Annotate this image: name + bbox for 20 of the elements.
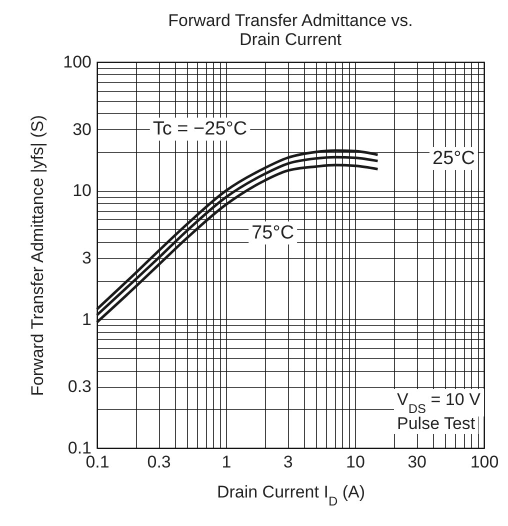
y-tick-label: 100 [63,52,92,72]
y-tick-label: 10 [72,181,92,200]
x-tick-label: 3 [283,452,293,472]
y-axis-title: Forward Transfer Admittance |yfs| (S) [28,115,48,396]
text: 25°C [432,148,475,170]
annotation: Pulse Test [397,414,476,433]
annotation: V$_{DS}$ = 10 V [397,390,482,416]
series-label: Tc = −25°C [152,118,248,140]
x-tick-label: 30 [408,452,427,472]
x-tick-label: 100 [470,452,499,472]
y-tick-label: 0.3 [68,377,92,396]
x-tick-label: 1 [222,452,232,472]
chart-title: Forward Transfer Admittance vs. Drain Current [168,11,413,49]
series-label: 75°C [252,222,294,244]
y-tick-label: 1 [82,310,92,329]
y-tick-label: 3 [82,248,92,268]
x-axis-title: Drain Current I$_{D}$ (A) [216,482,366,508]
y-tick-label: 30 [72,120,92,139]
x-tick-label: 10 [346,452,365,472]
x-tick-label: 0.3 [147,452,171,472]
